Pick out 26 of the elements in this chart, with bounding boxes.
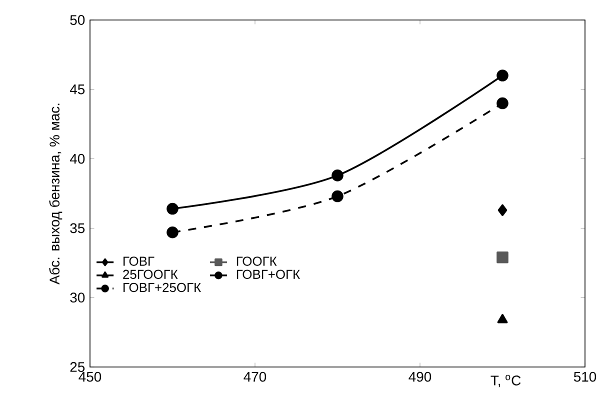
point (496, 97, 508, 110)
legend-label: ГОВГ (124, 256, 154, 266)
point (496, 70, 508, 82)
y-tick-label: 45 (70, 84, 85, 94)
x-axis-title: T, $^{o}$C (490, 374, 521, 388)
y-tick-label: 35 (70, 223, 85, 234)
point (497, 314, 508, 324)
point (166, 202, 178, 215)
y-axis-title: Абс. выход бензина, % мас. (49, 104, 62, 284)
point (496, 251, 508, 264)
legend-label: ГОВГ+ОГК (236, 270, 300, 279)
x-tick-label: 510 (574, 372, 596, 382)
y-tick-label: 25 (70, 362, 85, 372)
x-tick-label: 490 (408, 372, 432, 382)
point (166, 226, 178, 238)
x-tick-label: 450 (78, 372, 102, 382)
y-tick-label: 30 (70, 292, 85, 303)
legend-label: 25ГООГК (123, 270, 178, 279)
point (498, 204, 508, 216)
point (332, 170, 344, 182)
y-tick-label: 40 (70, 154, 85, 164)
legend-label: ГООГК (236, 256, 277, 266)
y-tick-label: 50 (70, 15, 85, 25)
legend-label: ГОВГ+25ОГК (124, 282, 202, 292)
point (332, 190, 344, 202)
x-tick-label: 470 (244, 372, 266, 382)
